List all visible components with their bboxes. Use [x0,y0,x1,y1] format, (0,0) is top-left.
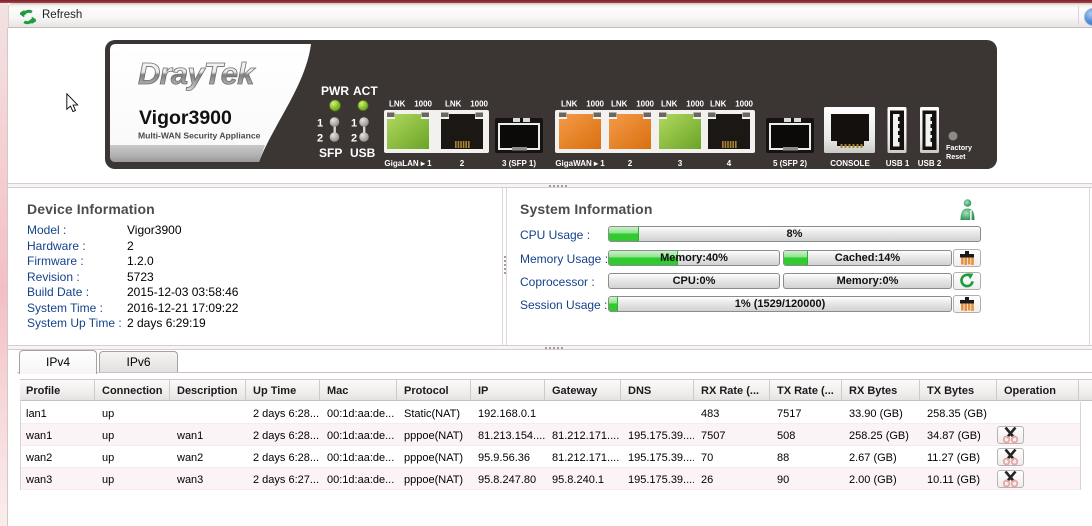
svg-text:2: 2 [351,133,357,145]
svg-text:SFP: SFP [319,146,342,160]
svg-text:4: 4 [727,159,732,168]
svg-text:LNK: LNK [445,100,462,109]
svg-text:1: 1 [351,118,357,130]
svg-text:2: 2 [628,159,633,168]
svg-text:LNK: LNK [710,100,727,109]
svg-text:USB: USB [350,146,376,160]
svg-text:GigaWAN ▸ 1: GigaWAN ▸ 1 [555,159,605,168]
svg-text:Multi-WAN Security Appliance: Multi-WAN Security Appliance [138,131,261,141]
svg-text:1000: 1000 [735,100,753,109]
svg-text:LNK: LNK [561,100,578,109]
svg-text:1000: 1000 [414,100,432,109]
svg-text:1000: 1000 [470,100,488,109]
svg-text:2: 2 [317,133,323,145]
svg-text:USB 2: USB 2 [918,159,942,168]
svg-text:GigaLAN ▸ 1: GigaLAN ▸ 1 [384,159,432,168]
svg-text:Vigor3900: Vigor3900 [139,107,232,129]
svg-text:1000: 1000 [586,100,604,109]
svg-text:CONSOLE: CONSOLE [830,159,870,168]
svg-text:2: 2 [460,159,465,168]
svg-text:DrayTek: DrayTek [138,56,256,91]
svg-text:3: 3 [678,159,683,168]
svg-text:ACT: ACT [353,84,378,98]
svg-text:Factory: Factory [946,143,972,152]
svg-text:5 (SFP 2): 5 (SFP 2) [773,159,807,168]
svg-text:USB 1: USB 1 [886,159,910,168]
svg-text:1000: 1000 [686,100,704,109]
svg-text:1000: 1000 [636,100,654,109]
svg-text:PWR: PWR [321,84,349,98]
svg-text:Reset: Reset [946,152,966,161]
svg-text:LNK: LNK [389,100,406,109]
svg-text:3 (SFP 1): 3 (SFP 1) [502,159,536,168]
svg-text:LNK: LNK [661,100,678,109]
svg-text:1: 1 [317,118,323,130]
svg-text:LNK: LNK [611,100,628,109]
